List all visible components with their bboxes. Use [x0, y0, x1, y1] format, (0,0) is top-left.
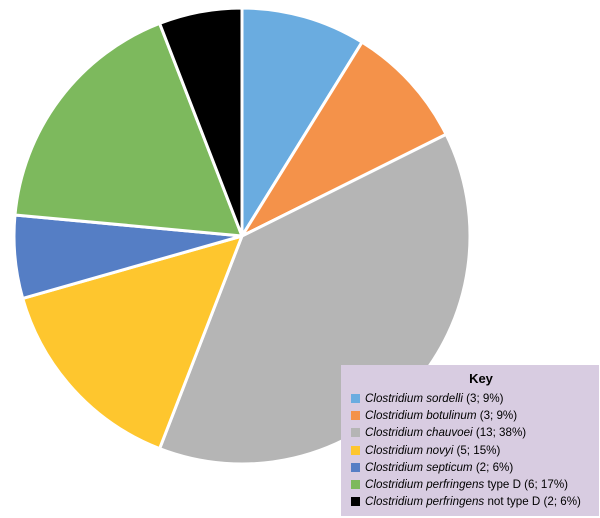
legend-swatch — [351, 497, 360, 507]
legend-label: Clostridium septicum (2; 6%) — [365, 461, 513, 474]
legend-count-percent: (3; 9%) — [462, 392, 504, 406]
legend-count-percent: (5; 15%) — [453, 443, 501, 457]
legend: Key Clostridium sordelli (3; 9%) Clostrid… — [341, 365, 599, 516]
legend-swatch — [351, 428, 360, 438]
pie-slice-5 — [13, 21, 244, 238]
legend-label: Clostridium novyi (5; 15%) — [365, 444, 500, 457]
legend-count-percent: (6; 17%) — [520, 478, 568, 492]
legend-swatch — [351, 445, 360, 455]
pie-slice-0 — [240, 6, 364, 238]
legend-count-percent: (2; 6%) — [540, 495, 581, 509]
legend-species-name: Clostridium perfringens — [365, 478, 485, 492]
legend-swatch — [351, 462, 360, 472]
legend-item: Clostridium perfringens not type D (2; 6… — [351, 493, 591, 510]
legend-type-suffix: type D — [484, 478, 521, 492]
legend-label: Clostridium perfringens type D (6; 17%) — [365, 478, 568, 491]
legend-count-percent: (13; 38%) — [472, 426, 527, 440]
legend-label: Clostridium chauvoei (13; 38%) — [365, 426, 526, 439]
legend-species-name: Clostridium novyi — [365, 443, 454, 457]
legend-item: Clostridium sordelli (3; 9%) — [351, 390, 591, 407]
legend-count-percent: (2; 6%) — [472, 460, 514, 474]
legend-swatch — [351, 480, 360, 490]
legend-item: Clostridium botulinum (3; 9%) — [351, 407, 591, 424]
legend-item: Clostridium novyi (5; 15%) — [351, 442, 591, 459]
legend-species-name: Clostridium sordelli — [365, 392, 463, 406]
legend-type-suffix: not type D — [484, 495, 541, 509]
pie-slice-3 — [21, 234, 244, 451]
legend-species-name: Clostridium botulinum — [365, 409, 477, 423]
legend-species-name: Clostridium septicum — [365, 460, 473, 474]
pie-slice-1 — [240, 40, 448, 238]
legend-title: Key — [469, 371, 493, 386]
legend-swatch — [351, 411, 360, 421]
pie-slice-6 — [158, 6, 244, 238]
legend-swatch — [351, 394, 360, 404]
legend-item: Clostridium chauvoei (13; 38%) — [351, 424, 591, 441]
legend-item: Clostridium septicum (2; 6%) — [351, 459, 591, 476]
legend-species-name: Clostridium chauvoei — [365, 426, 473, 440]
legend-label: Clostridium botulinum (3; 9%) — [365, 409, 517, 422]
legend-item: Clostridium perfringens type D (6; 17%) — [351, 476, 591, 493]
legend-count-percent: (3; 9%) — [476, 409, 518, 423]
legend-label: Clostridium perfringens not type D (2; 6… — [365, 495, 581, 508]
legend-species-name: Clostridium perfringens — [365, 495, 485, 509]
legend-label: Clostridium sordelli (3; 9%) — [365, 392, 504, 405]
